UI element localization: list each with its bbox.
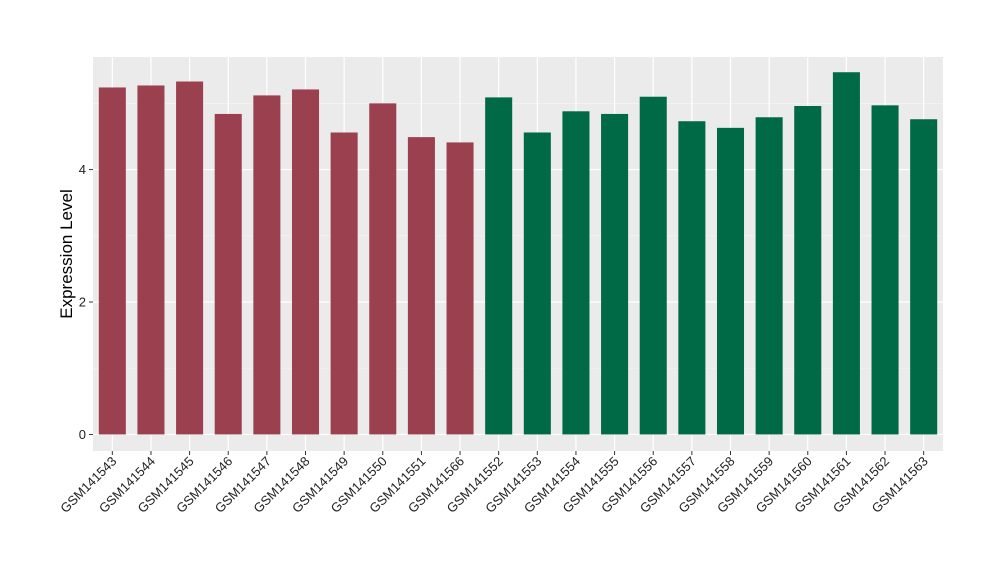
bar-GSM141561 xyxy=(832,72,860,435)
bar-GSM141551 xyxy=(407,137,435,435)
bar-GSM141544 xyxy=(137,85,165,435)
x-axis: GSM141543GSM141544GSM141545GSM141546GSM1… xyxy=(57,451,931,516)
bar-GSM141548 xyxy=(291,89,320,435)
bar-GSM141549 xyxy=(330,132,358,435)
y-tick-label: 0 xyxy=(79,427,86,442)
bar-GSM141562 xyxy=(871,105,899,435)
bars xyxy=(98,72,938,435)
bar-GSM141554 xyxy=(562,111,590,435)
bar-GSM141545 xyxy=(176,81,204,435)
bar-GSM141555 xyxy=(601,113,629,435)
bar-GSM141557 xyxy=(678,121,706,435)
bar-GSM141563 xyxy=(910,119,938,435)
bar-GSM141556 xyxy=(639,96,667,435)
bar-GSM141543 xyxy=(98,87,126,435)
bar-GSM141546 xyxy=(214,113,242,435)
bar-GSM141559 xyxy=(755,117,783,435)
bar-GSM141552 xyxy=(485,97,513,435)
bar-GSM141566 xyxy=(446,142,474,435)
bar-GSM141553 xyxy=(523,132,551,435)
bar-GSM141550 xyxy=(369,103,397,435)
y-axis: 0 2 4 xyxy=(79,162,93,442)
y-tick-label: 4 xyxy=(79,162,86,177)
bar-GSM141560 xyxy=(794,106,822,435)
bar-GSM141558 xyxy=(716,127,745,435)
y-tick-label: 2 xyxy=(79,295,86,310)
y-axis-title: Expression Level xyxy=(57,189,76,318)
bar-GSM141547 xyxy=(253,95,281,435)
